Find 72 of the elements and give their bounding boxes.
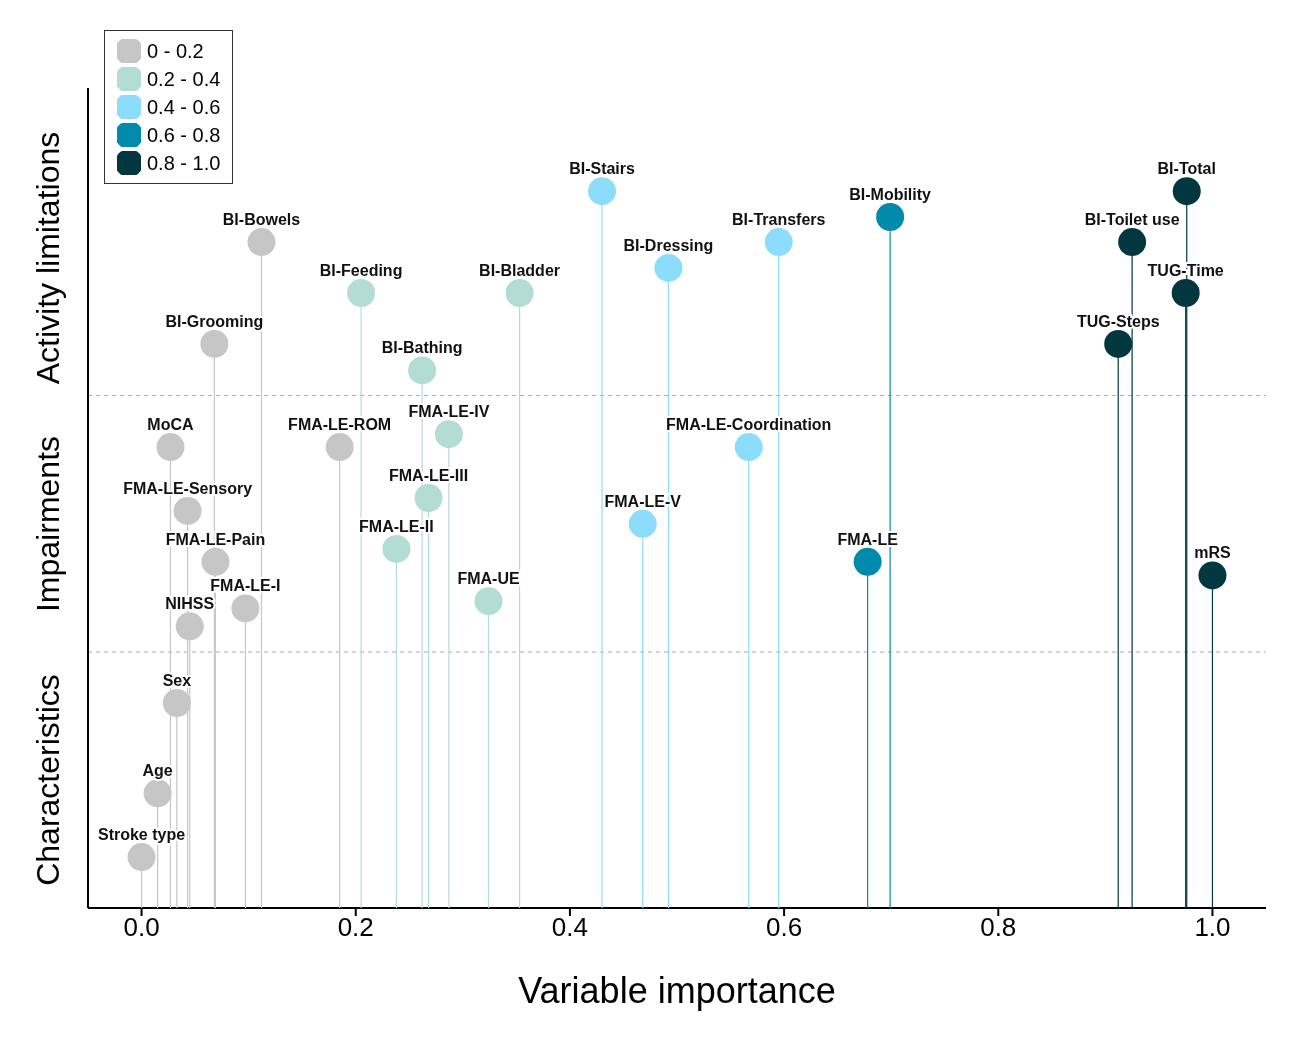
annotation: FMA-UE: [457, 570, 520, 588]
x-tick-label: 0.2: [337, 912, 374, 943]
annotation: mRS: [1194, 544, 1232, 562]
point: [876, 203, 905, 232]
point: [200, 329, 229, 358]
point: [1104, 329, 1133, 358]
annotation: BI-Transfers: [732, 211, 826, 229]
annotation: BI-Bowels: [222, 211, 301, 229]
legend-label: 0.2 - 0.4: [147, 67, 221, 91]
text: Characteristics: [29, 674, 67, 886]
point: [505, 279, 534, 307]
point: [325, 433, 354, 462]
point: [143, 779, 172, 808]
point: [474, 587, 503, 616]
annotation: FMA-LE-II: [359, 517, 434, 535]
annotation: FMA-LE-Sensory: [123, 479, 253, 497]
text: Activity limitations: [29, 131, 67, 384]
annotation: BI-Bladder: [479, 262, 561, 279]
annotation: FMA-LE-Coordination: [666, 416, 832, 434]
point: [162, 689, 191, 717]
x-tick-label: 1.0: [1194, 912, 1231, 943]
point: [247, 228, 276, 257]
point: [382, 534, 411, 563]
annotation: BI-Stairs: [569, 160, 636, 178]
point: [127, 843, 156, 872]
annotation: BI-Feeding: [319, 262, 403, 279]
annotation: FMA-LE-V: [604, 492, 682, 510]
x-tick-label: 0.0: [123, 912, 160, 943]
point: [734, 433, 763, 462]
annotation: BI-Total: [1157, 160, 1216, 178]
point: [1172, 177, 1201, 206]
x-tick-label: 0.8: [980, 912, 1017, 943]
point: [1171, 279, 1200, 307]
annotation: BI-Toilet use: [1084, 211, 1180, 229]
annotation: MoCA: [147, 416, 195, 434]
point: [201, 547, 230, 576]
annotation: BI-Grooming: [165, 312, 264, 330]
annotation: BI-Dressing: [623, 236, 714, 254]
annotation: NIHSS: [165, 595, 215, 613]
point: [414, 484, 443, 512]
point: [1118, 228, 1147, 257]
annotation: FMA-LE-IV: [408, 403, 490, 421]
legend-label: 0.6 - 0.8: [147, 123, 221, 147]
annotation: BI-Bathing: [381, 339, 463, 357]
point: [156, 433, 185, 462]
annotation: FMA-LE-III: [389, 467, 469, 484]
annotation: FMA-LE-Pain: [165, 530, 266, 548]
point: [231, 594, 260, 623]
point: [175, 612, 204, 641]
annotation: BI-Mobility: [849, 186, 932, 204]
point: [1198, 561, 1227, 590]
point: [347, 279, 376, 307]
legend-label: 0.4 - 0.6: [147, 95, 221, 119]
point: [408, 356, 437, 385]
point: [628, 509, 657, 538]
legend-label: 0 - 0.2: [147, 39, 204, 63]
annotation: Age: [142, 762, 173, 780]
annotation: FMA-LE-ROM: [288, 416, 392, 434]
annotation: Stroke type: [97, 826, 186, 844]
point: [853, 547, 882, 576]
point: [434, 420, 463, 449]
point: [588, 177, 617, 206]
point: [764, 228, 793, 257]
annotation: FMA-LE-I: [210, 577, 281, 595]
annotation: Sex: [162, 672, 192, 689]
point: [173, 496, 202, 525]
x-axis-title: Variable importance: [517, 970, 837, 1012]
point: [654, 253, 683, 282]
x-tick-label: 0.6: [766, 912, 803, 943]
text: Impairments: [29, 435, 67, 612]
legend-label: 0.8 - 1.0: [147, 151, 221, 175]
x-tick-label: 0.4: [551, 912, 588, 943]
